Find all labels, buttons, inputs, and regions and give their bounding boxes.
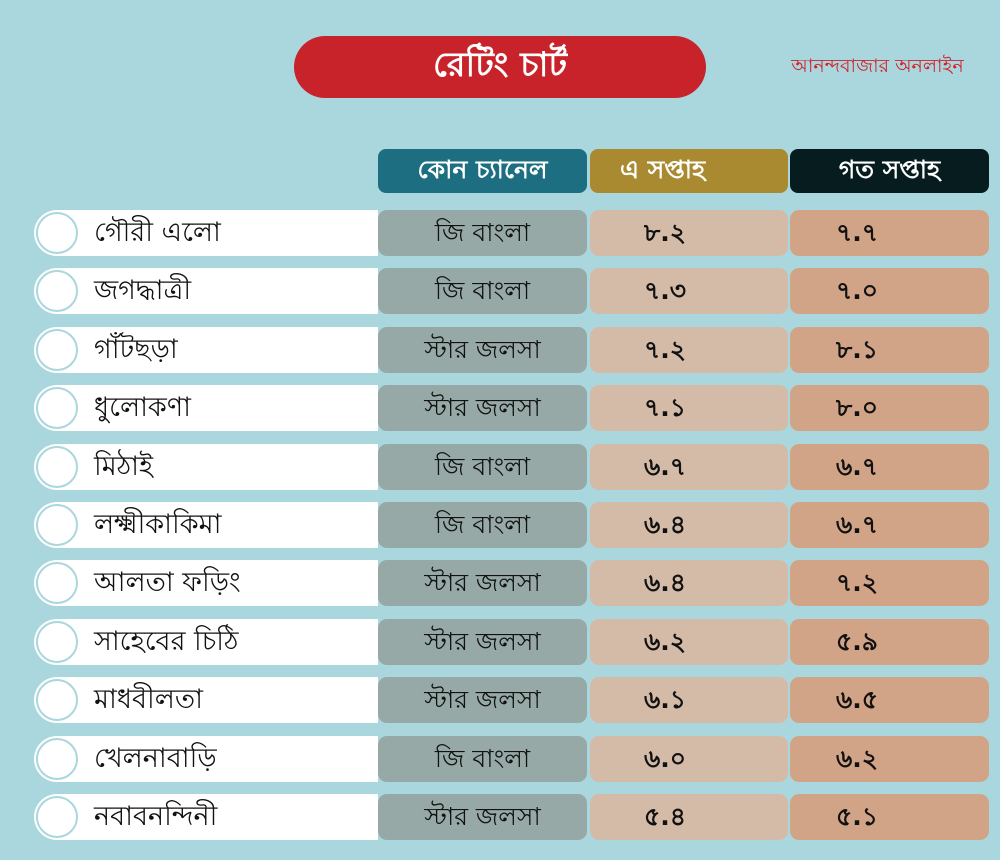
header-this-week: এ সপ্তাহ xyxy=(590,149,788,193)
bullet-circle-icon xyxy=(36,738,78,780)
serial-name: খেলনাবাড়ি xyxy=(94,743,217,774)
serial-name-box xyxy=(34,502,378,548)
last-week-rating: ৬.৫ xyxy=(790,677,989,723)
channel-cell: স্টার জলসা xyxy=(378,560,587,606)
table-row: গৌরী এলো জি বাংলা ৮.২ ৭.৭ xyxy=(0,210,1000,256)
channel-cell: স্টার জলসা xyxy=(378,385,587,431)
serial-name-box xyxy=(34,677,378,723)
this-week-rating: ৭.৩ xyxy=(590,268,788,314)
table-row: মাধবীলতা স্টার জলসা ৬.১ ৬.৫ xyxy=(0,677,1000,723)
serial-name: লক্ষ্মীকাকিমা xyxy=(94,509,222,540)
last-week-rating: ৮.১ xyxy=(790,327,989,373)
serial-name: নবাবনন্দিনী xyxy=(94,801,218,832)
last-week-rating: ৫.৯ xyxy=(790,619,989,665)
bullet-circle-icon xyxy=(36,504,78,546)
channel-cell: স্টার জলসা xyxy=(378,619,587,665)
this-week-rating: ৮.২ xyxy=(590,210,788,256)
this-week-rating: ৫.৪ xyxy=(590,794,788,840)
bullet-circle-icon xyxy=(36,446,78,488)
last-week-rating: ৬.৭ xyxy=(790,444,989,490)
serial-name-box xyxy=(34,327,378,373)
serial-name: আলতা ফড়িং xyxy=(94,567,241,598)
serial-name: মাধবীলতা xyxy=(94,684,203,715)
bullet-circle-icon xyxy=(36,796,78,838)
this-week-rating: ৬.৪ xyxy=(590,560,788,606)
this-week-rating: ৬.০ xyxy=(590,736,788,782)
serial-name: গাঁটছড়া xyxy=(94,334,178,365)
serial-name: জগদ্ধাত্রী xyxy=(94,275,192,306)
serial-name: গৌরী এলো xyxy=(94,217,221,248)
this-week-rating: ৬.১ xyxy=(590,677,788,723)
last-week-rating: ৬.৭ xyxy=(790,502,989,548)
bullet-circle-icon xyxy=(36,387,78,429)
table-row: গাঁটছড়া স্টার জলসা ৭.২ ৮.১ xyxy=(0,327,1000,373)
last-week-rating: ৭.০ xyxy=(790,268,989,314)
header-channel: কোন চ্যানেল xyxy=(378,149,587,193)
table-row: নবাবনন্দিনী স্টার জলসা ৫.৪ ৫.১ xyxy=(0,794,1000,840)
serial-name-box xyxy=(34,444,378,490)
bullet-circle-icon xyxy=(36,329,78,371)
serial-name-box xyxy=(34,268,378,314)
serial-name-box xyxy=(34,794,378,840)
table-row: ধুলোকণা স্টার জলসা ৭.১ ৮.০ xyxy=(0,385,1000,431)
channel-cell: স্টার জলসা xyxy=(378,794,587,840)
table-row: লক্ষ্মীকাকিমা জি বাংলা ৬.৪ ৬.৭ xyxy=(0,502,1000,548)
last-week-rating: ৫.১ xyxy=(790,794,989,840)
channel-cell: জি বাংলা xyxy=(378,268,587,314)
serial-name-box xyxy=(34,210,378,256)
serial-name: ধুলোকণা xyxy=(94,392,191,423)
channel-cell: জি বাংলা xyxy=(378,502,587,548)
this-week-rating: ৬.২ xyxy=(590,619,788,665)
channel-cell: স্টার জলসা xyxy=(378,677,587,723)
channel-cell: জি বাংলা xyxy=(378,210,587,256)
last-week-rating: ৭.২ xyxy=(790,560,989,606)
bullet-circle-icon xyxy=(36,270,78,312)
channel-cell: জি বাংলা xyxy=(378,736,587,782)
last-week-rating: ৭.৭ xyxy=(790,210,989,256)
bullet-circle-icon xyxy=(36,621,78,663)
brand-logo-text: আনন্দবাজার অনলাইন xyxy=(791,55,964,77)
this-week-rating: ৭.২ xyxy=(590,327,788,373)
bullet-circle-icon xyxy=(36,679,78,721)
channel-cell: জি বাংলা xyxy=(378,444,587,490)
serial-name-box xyxy=(34,619,378,665)
last-week-rating: ৮.০ xyxy=(790,385,989,431)
table-row: সাহেবের চিঠি স্টার জলসা ৬.২ ৫.৯ xyxy=(0,619,1000,665)
serial-name-box xyxy=(34,385,378,431)
this-week-rating: ৬.৭ xyxy=(590,444,788,490)
table-row: মিঠাই জি বাংলা ৬.৭ ৬.৭ xyxy=(0,444,1000,490)
table-row: খেলনাবাড়ি জি বাংলা ৬.০ ৬.২ xyxy=(0,736,1000,782)
this-week-rating: ৭.১ xyxy=(590,385,788,431)
this-week-rating: ৬.৪ xyxy=(590,502,788,548)
table-row: আলতা ফড়িং স্টার জলসা ৬.৪ ৭.২ xyxy=(0,560,1000,606)
last-week-rating: ৬.২ xyxy=(790,736,989,782)
bullet-circle-icon xyxy=(36,212,78,254)
table-row: জগদ্ধাত্রী জি বাংলা ৭.৩ ৭.০ xyxy=(0,268,1000,314)
channel-cell: স্টার জলসা xyxy=(378,327,587,373)
serial-name-box xyxy=(34,560,378,606)
serial-name: সাহেবের চিঠি xyxy=(94,626,239,657)
chart-title: রেটিং চার্ট xyxy=(294,36,706,98)
serial-name: মিঠাই xyxy=(94,451,154,482)
bullet-circle-icon xyxy=(36,562,78,604)
header-last-week: গত সপ্তাহ xyxy=(790,149,989,193)
serial-name-box xyxy=(34,736,378,782)
